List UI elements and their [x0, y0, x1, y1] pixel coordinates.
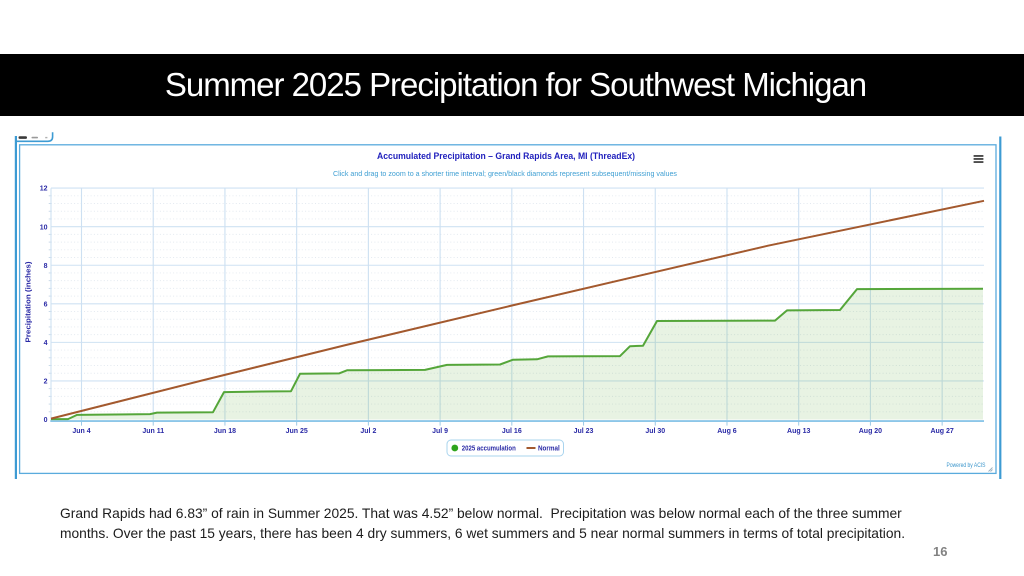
svg-text:Aug 6: Aug 6 — [717, 428, 737, 435]
svg-text:Aug 13: Aug 13 — [787, 428, 810, 435]
svg-text:Accumulated Precipitation – Gr: Accumulated Precipitation – Grand Rapids… — [377, 151, 635, 162]
svg-text:2: 2 — [44, 379, 48, 386]
svg-text:Jul 9: Jul 9 — [432, 428, 448, 435]
svg-text:Jul 23: Jul 23 — [574, 428, 594, 435]
svg-text:Jun 11: Jun 11 — [142, 428, 164, 435]
svg-text:Jul 2: Jul 2 — [360, 428, 376, 435]
svg-text:0: 0 — [44, 417, 48, 424]
svg-text:Precipitation (inches): Precipitation (inches) — [24, 261, 33, 342]
svg-text:Aug 27: Aug 27 — [930, 428, 953, 435]
svg-text:Jun 25: Jun 25 — [286, 428, 308, 435]
svg-text:2025 accumulation: 2025 accumulation — [462, 444, 516, 453]
svg-text:Normal: Normal — [538, 444, 560, 453]
svg-text:12: 12 — [40, 186, 48, 193]
svg-text:Jun 18: Jun 18 — [214, 428, 236, 435]
svg-text:Jul 16: Jul 16 — [502, 428, 522, 435]
svg-text:Click and drag to zoom to a sh: Click and drag to zoom to a shorter time… — [333, 169, 677, 178]
svg-text:Aug 20: Aug 20 — [859, 428, 882, 435]
svg-text:4: 4 — [44, 340, 48, 347]
svg-text:8: 8 — [44, 263, 48, 270]
svg-text:Jul 30: Jul 30 — [645, 428, 665, 435]
svg-text:Jun 4: Jun 4 — [72, 428, 90, 435]
svg-text:6: 6 — [44, 301, 48, 308]
svg-text:Powered by ACIS: Powered by ACIS — [947, 462, 986, 469]
svg-text:10: 10 — [40, 224, 48, 231]
